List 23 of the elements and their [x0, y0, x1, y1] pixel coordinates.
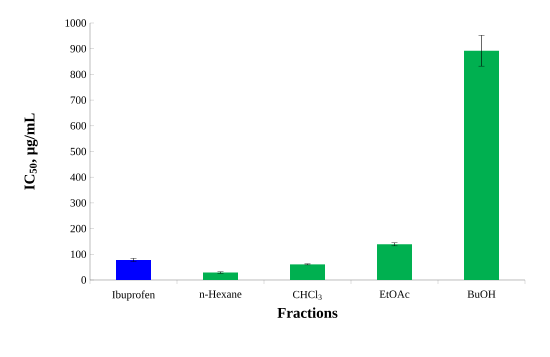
bar	[290, 264, 326, 280]
x-tick-label: n-Hexane	[199, 290, 242, 298]
x-tick-label: BuOH	[468, 290, 496, 298]
y-tick-label: 0	[81, 276, 86, 284]
y-tick-label: 900	[70, 45, 86, 52]
y-tick-label: 500	[70, 148, 86, 156]
bar	[203, 272, 238, 280]
y-tick-label: 400	[70, 174, 86, 181]
x-axis-title: Fractions	[277, 307, 338, 318]
y-tick-label: 100	[71, 250, 86, 258]
y-tick-label: 300	[70, 199, 86, 207]
x-tick-label: CHCl$_{3}$	[293, 290, 322, 300]
y-tick-label: 600	[70, 122, 86, 130]
y-tick-label: 1000	[66, 19, 86, 27]
bar	[464, 50, 500, 280]
y-tick-label: 200	[70, 224, 86, 232]
x-tick-label: EtOAc	[380, 290, 410, 298]
bar	[377, 244, 412, 280]
y-axis-title: IC$_{50}$, μg/mL	[24, 113, 38, 190]
bar	[116, 260, 151, 280]
y-tick-label: 800	[70, 70, 86, 78]
y-tick-label: 700	[70, 96, 86, 104]
x-tick-label: Ibuprofen	[112, 290, 155, 301]
